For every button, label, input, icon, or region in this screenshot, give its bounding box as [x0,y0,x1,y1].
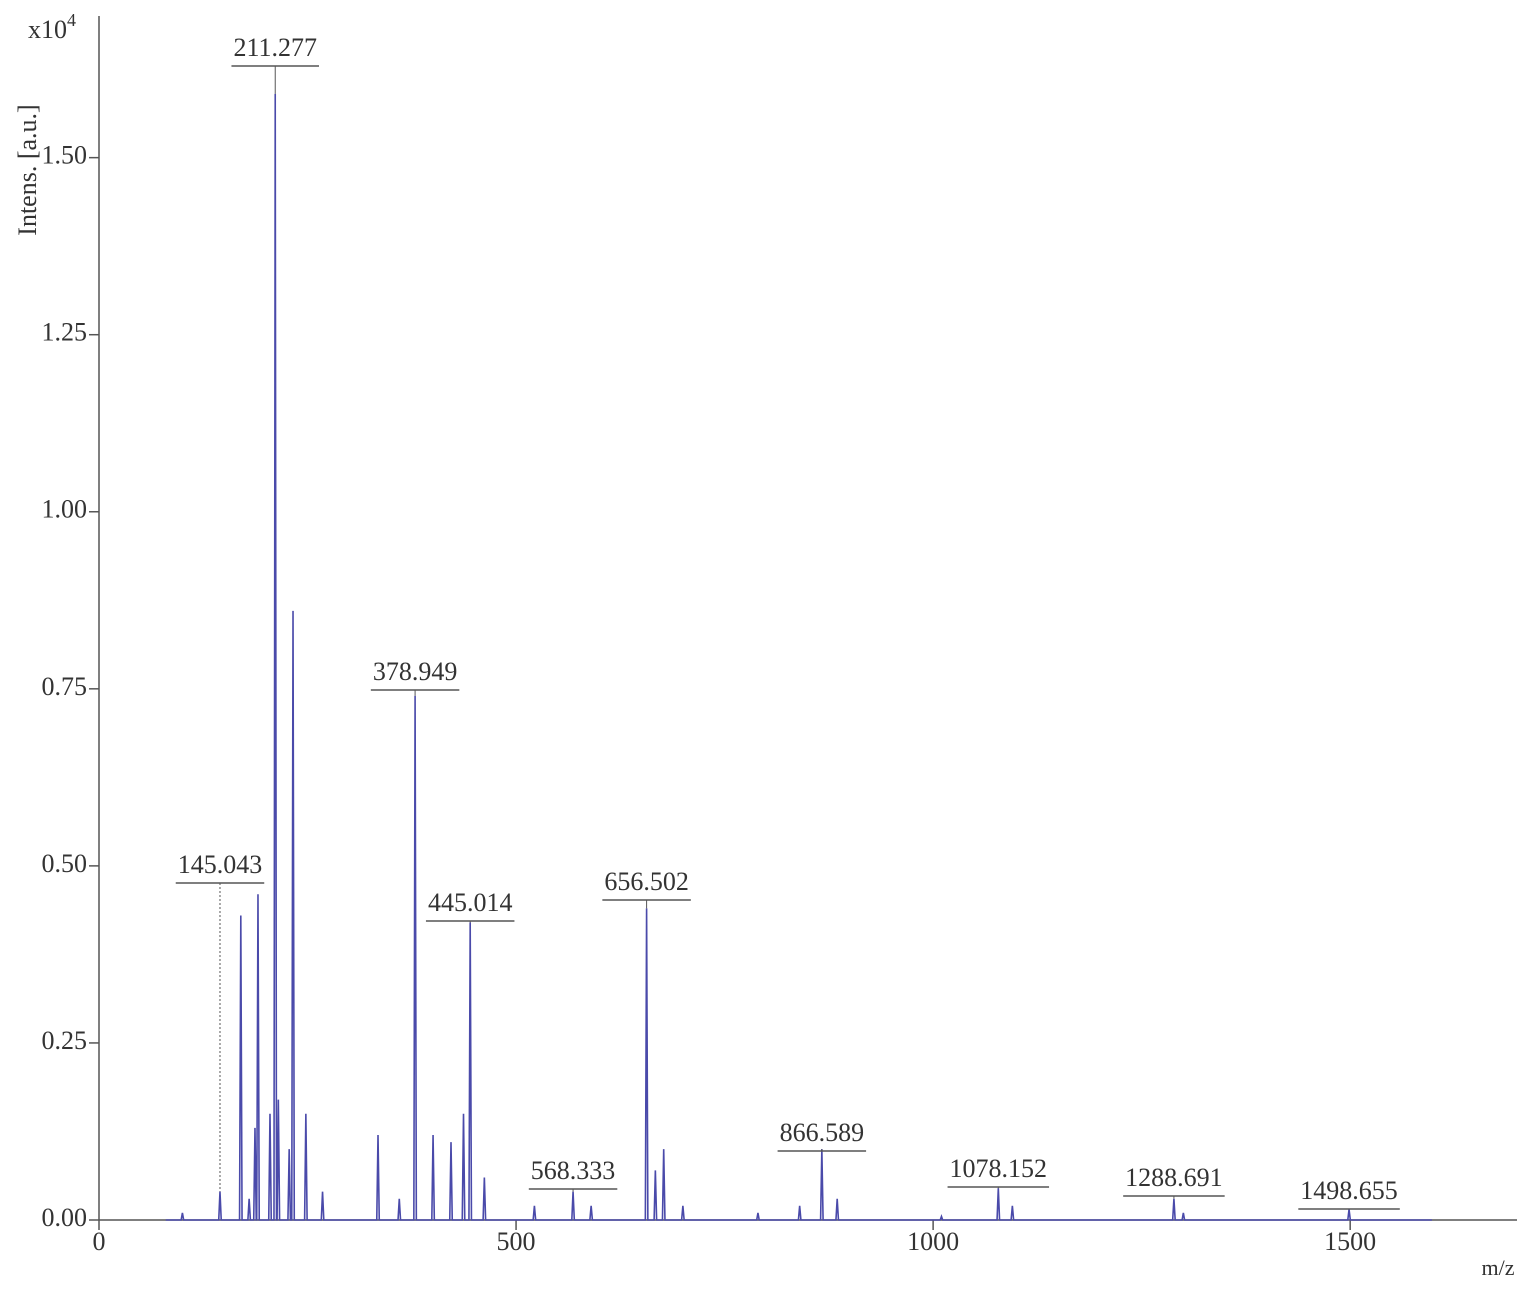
peak-label: 211.277 [233,33,317,62]
y-tick-label: 1.00 [42,495,88,524]
x-tick-label: 1500 [1324,1227,1376,1256]
y-tick-label: 1.25 [42,318,88,347]
y-axis-label: Intens. [a.u.] [13,104,42,235]
peak-label: 145.043 [178,850,263,879]
x-axis-label: m/z [1482,1255,1515,1280]
x-tick-label: 500 [497,1227,536,1256]
peak-label: 656.502 [604,867,689,896]
peak-label: 378.949 [373,657,458,686]
peak-label: 445.014 [428,888,513,917]
y-tick-label: 1.50 [42,141,88,170]
x-tick-label: 1000 [907,1227,959,1256]
peak-label: 568.333 [531,1156,616,1185]
peak-label: 1498.655 [1300,1176,1398,1205]
y-scale-label: x104 [28,10,76,44]
y-tick-label: 0.75 [42,672,88,701]
y-scale-base: x10 [28,15,67,44]
peak-label: 1078.152 [950,1154,1048,1183]
y-tick-label: 0.25 [42,1026,88,1055]
y-scale-exponent: 4 [67,10,76,30]
peak-label: 866.589 [780,1118,865,1147]
peak-label: 1288.691 [1125,1163,1223,1192]
spectrum-line [165,93,1432,1221]
y-tick-label: 0.50 [42,849,88,878]
y-tick-label: 0.00 [42,1203,88,1232]
x-tick-label: 0 [93,1227,106,1256]
